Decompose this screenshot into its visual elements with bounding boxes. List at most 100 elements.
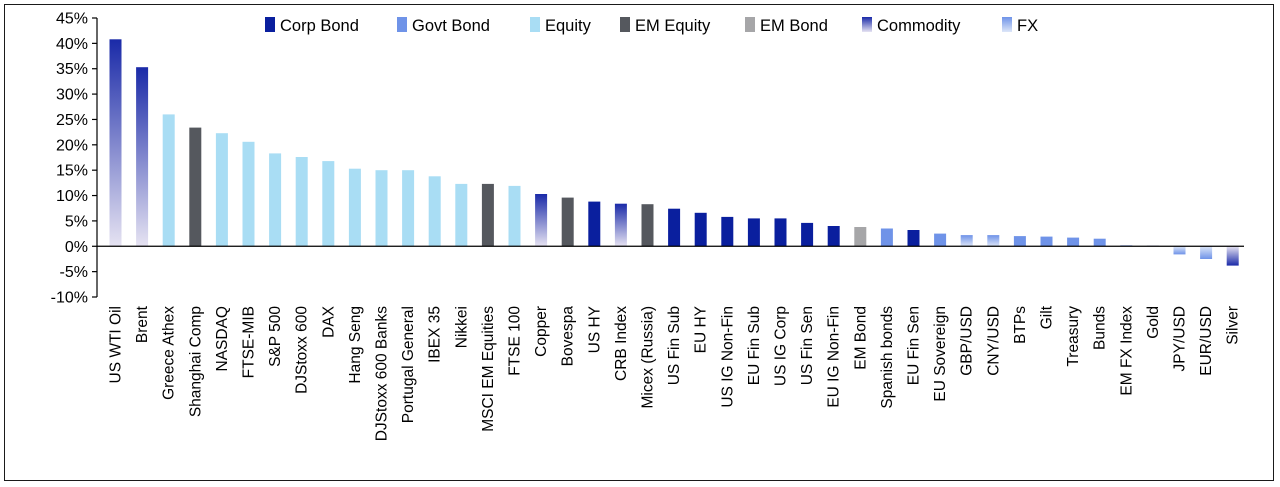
bar: [960, 235, 973, 247]
y-tick-label: 30%: [56, 87, 88, 104]
x-category-label: Bovespa: [560, 306, 577, 367]
bar: [508, 185, 521, 247]
x-category-label: GBP/USD: [959, 306, 976, 376]
bar: [295, 157, 308, 247]
bar: [747, 218, 760, 247]
y-tick-label: 45%: [56, 11, 88, 28]
x-category-label: EM Bond: [852, 306, 869, 370]
x-category-label: Gold: [1145, 306, 1162, 339]
bar: [322, 161, 335, 247]
bar: [827, 226, 840, 247]
y-tick-label: -10%: [51, 290, 88, 307]
bar: [668, 208, 681, 247]
x-category-label: US IG Corp: [773, 306, 790, 386]
legend-label: FX: [1017, 17, 1038, 35]
bar: [801, 222, 814, 247]
legend-swatch: [620, 17, 630, 32]
x-category-label: Copper: [533, 306, 550, 357]
x-category-label: CNY/USD: [985, 306, 1002, 376]
y-tick-label: 15%: [56, 163, 88, 180]
bar: [588, 201, 601, 247]
legend-swatch: [862, 17, 872, 32]
y-tick-label: 20%: [56, 137, 88, 154]
x-category-label: EU Fin Sub: [746, 306, 763, 385]
x-category-label: Bunds: [1092, 306, 1109, 350]
bar: [987, 235, 1000, 247]
x-category-label: DAX: [320, 305, 337, 338]
bar: [348, 168, 361, 247]
y-tick-label: 10%: [56, 188, 88, 205]
x-category-label: US WTI Oil: [108, 306, 125, 384]
x-category-label: EU Fin Sen: [906, 306, 923, 385]
x-category-label: Greece Athex: [161, 306, 178, 400]
bar: [1226, 246, 1239, 266]
bar: [428, 176, 441, 247]
x-category-label: CRB Index: [613, 306, 630, 381]
x-category-label: Gilt: [1039, 305, 1056, 329]
x-category-label: EU IG Non-Fin: [826, 306, 843, 408]
legend-label: Govt Bond: [412, 17, 490, 35]
bar: [136, 67, 149, 247]
x-category-label: Shanghai Comp: [187, 306, 204, 417]
y-tick-label: 35%: [56, 61, 88, 78]
x-category-label: IBEX 35: [427, 306, 444, 363]
legend-label: EM Bond: [760, 17, 828, 35]
bar: [535, 194, 548, 247]
bar: [694, 212, 707, 247]
y-tick-label: 5%: [65, 213, 88, 230]
bar: [481, 183, 494, 247]
y-tick-label: -5%: [60, 264, 88, 281]
bar: [721, 216, 734, 247]
bar: [215, 133, 228, 247]
legend-label: Corp Bond: [280, 17, 359, 35]
x-category-label: EU Sovereign: [932, 306, 949, 402]
y-tick-label: 25%: [56, 112, 88, 129]
legend: Corp Bond Govt Bond Equity EM Equity EM Bond…: [265, 17, 1038, 35]
x-category-label: FTSE 100: [507, 306, 524, 376]
x-category-label: Micex (Russia): [640, 306, 657, 408]
bar: [109, 39, 122, 247]
x-category-label: JPY/USD: [1172, 306, 1189, 371]
x-category-label: US HY: [586, 306, 603, 353]
bar: [269, 153, 282, 247]
chart-frame: [4, 4, 1274, 481]
bar: [561, 197, 574, 247]
legend-swatch: [397, 17, 407, 32]
x-category-label: FTSE-MIB: [241, 306, 258, 378]
legend-swatch: [265, 17, 275, 32]
bar: [1040, 236, 1053, 247]
x-category-label: EU HY: [693, 306, 710, 353]
x-category-label: MSCI EM Equities: [480, 306, 497, 432]
legend-label: Commodity: [877, 17, 961, 35]
x-category-label: DJStoxx 600: [294, 306, 311, 394]
x-category-label: Treasury: [1065, 306, 1082, 367]
bar: [242, 141, 255, 247]
x-category-label: NASDAQ: [214, 306, 231, 371]
x-category-label: EM FX Index: [1118, 306, 1135, 396]
bar: [1013, 236, 1026, 247]
x-category-label: US IG Non-Fin: [719, 306, 736, 408]
x-category-label: US Fin Sub: [666, 306, 683, 385]
bar: [907, 230, 920, 247]
x-axis-labels: US WTI Oil Brent Greece Athex Shanghai Comp…: [108, 305, 1242, 441]
x-category-label: DJStoxx 600 Banks: [374, 306, 391, 442]
x-category-label: Nikkei: [453, 306, 470, 348]
x-category-label: EUR/USD: [1198, 306, 1215, 376]
legend-swatch: [745, 17, 755, 32]
y-tick-label: 40%: [56, 36, 88, 53]
bar: [189, 127, 202, 247]
x-category-label: Hang Seng: [347, 306, 364, 384]
x-category-label: Silver: [1225, 306, 1242, 345]
bar: [774, 218, 787, 247]
y-axis: 45% 40% 35% 30% 25% 20% 15% 10% 5% 0% -5% -10%: [51, 11, 98, 307]
x-category-label: Brent: [134, 305, 151, 343]
bar: [162, 114, 175, 247]
legend-label: EM Equity: [635, 17, 711, 35]
x-category-label: S&P 500: [267, 306, 284, 367]
bar: [1067, 237, 1080, 247]
bar: [1200, 246, 1213, 259]
bar: [880, 228, 893, 247]
x-category-label: US Fin Sen: [799, 306, 816, 385]
bar: [641, 204, 654, 247]
